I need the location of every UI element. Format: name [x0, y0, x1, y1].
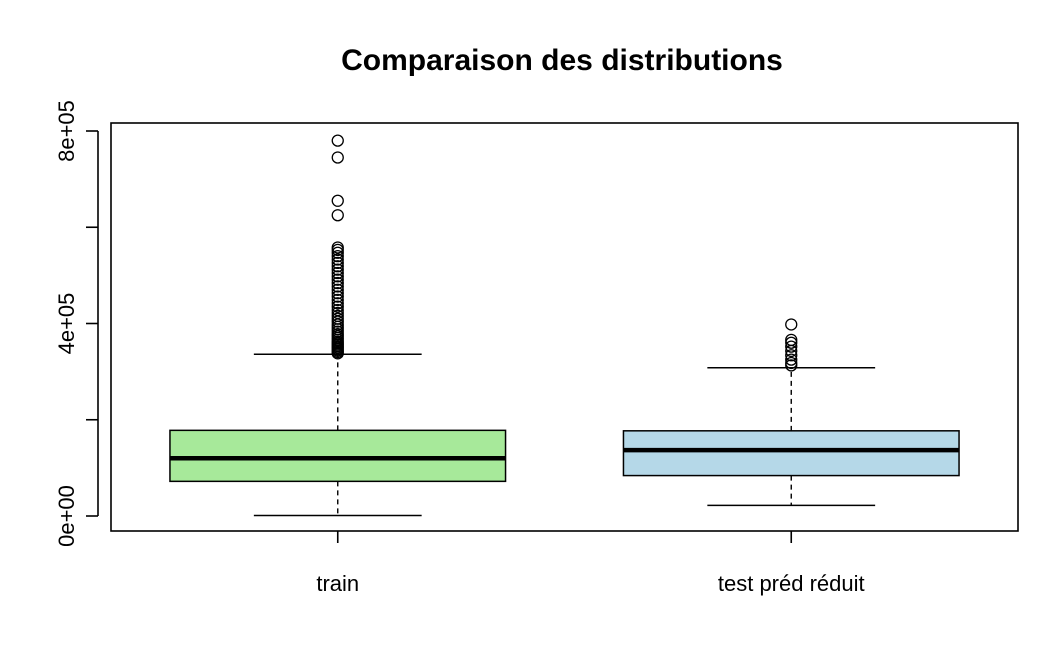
- outlier-point: [331, 241, 344, 254]
- outlier-point: [331, 273, 344, 286]
- outlier-point: [785, 336, 798, 349]
- plot-frame: [110, 122, 1019, 532]
- outlier-point: [785, 318, 798, 331]
- x-axis: train test préd réduit: [316, 531, 865, 596]
- outlier-point: [785, 333, 798, 347]
- y-tick-label: 8e+05: [54, 100, 79, 162]
- outlier-point: [331, 256, 344, 270]
- outlier-point: [331, 194, 344, 207]
- outlier-point: [785, 340, 798, 353]
- outlier-point: [331, 290, 344, 303]
- outlier-point: [331, 266, 344, 280]
- y-axis: 0e+00 4e+05 8e+05: [54, 100, 99, 547]
- outlier-point: [331, 312, 344, 325]
- outlier-point: [331, 306, 344, 320]
- outlier-point: [331, 280, 344, 293]
- outlier-point: [331, 263, 344, 276]
- outlier-point: [785, 349, 798, 362]
- box-2: [622, 318, 960, 507]
- outlier-point: [331, 249, 344, 263]
- outlier-point: [331, 293, 344, 307]
- box-1: [169, 134, 507, 517]
- outlier-point: [331, 209, 344, 222]
- outlier-point: [331, 300, 344, 313]
- y-tick-label: 4e+05: [54, 293, 79, 355]
- outlier-point: [331, 303, 344, 317]
- iqr-box: [169, 429, 507, 483]
- outlier-point: [331, 246, 344, 259]
- outlier-point: [331, 276, 344, 290]
- x-category-label: test préd réduit: [718, 571, 865, 596]
- iqr-box: [622, 430, 960, 477]
- outlier-point: [331, 297, 344, 310]
- x-category-label: train: [316, 571, 359, 596]
- outlier-point: [331, 287, 344, 300]
- outlier-point: [331, 260, 344, 273]
- boxes: [169, 134, 960, 517]
- chart-title: Comparaison des distributions: [341, 44, 783, 77]
- outlier-point: [331, 270, 344, 283]
- y-tick-label: 0e+00: [54, 485, 79, 547]
- outlier-point: [785, 353, 798, 366]
- outlier-point: [331, 309, 344, 322]
- outlier-point: [331, 134, 344, 147]
- outlier-point: [331, 151, 344, 164]
- outlier-point: [785, 356, 798, 370]
- outlier-point: [331, 283, 344, 296]
- outlier-point: [331, 253, 344, 266]
